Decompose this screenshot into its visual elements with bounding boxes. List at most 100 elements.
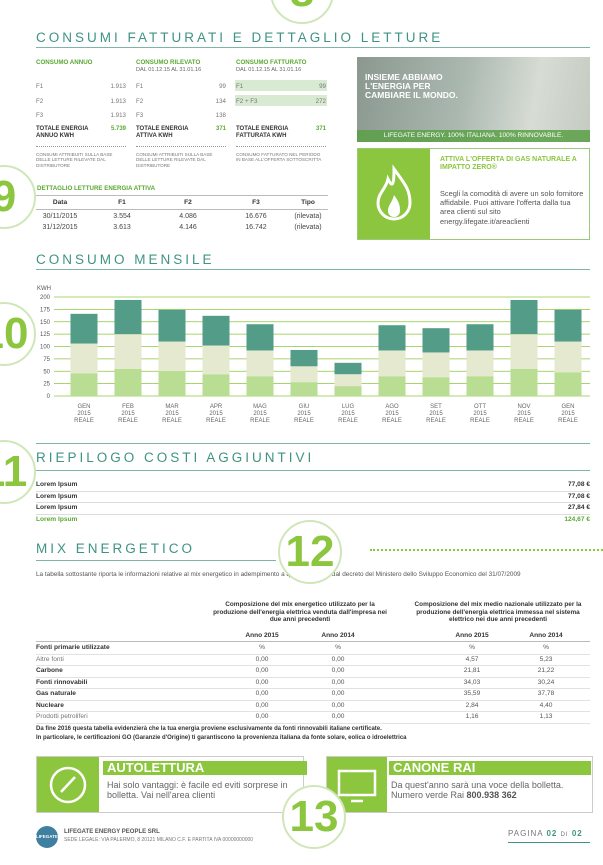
column-subtitle: DAL 01.12.15 AL 31.01.16	[236, 67, 302, 73]
mix-cell: 0,00	[331, 713, 345, 720]
x-tick-line: 2015	[385, 411, 399, 417]
tv-icon	[337, 769, 377, 803]
row-value: 99	[219, 83, 226, 90]
readings-cell: 30/11/2015	[42, 213, 78, 220]
bar-segment	[202, 374, 230, 396]
rule	[36, 513, 590, 515]
y-tick-label: 150	[40, 320, 51, 326]
rule	[36, 443, 590, 444]
row-label: F2	[36, 97, 44, 105]
bar-segment	[290, 349, 318, 367]
mix-cell: 0,00	[255, 667, 269, 674]
readings-cell: 16.742	[245, 224, 267, 231]
bar-segment	[378, 350, 406, 377]
x-tick-line: REALE	[206, 418, 226, 424]
rule	[36, 722, 590, 724]
y-tick-label: 75	[43, 357, 50, 363]
x-tick-line: OTT	[474, 404, 486, 410]
rule	[36, 269, 590, 270]
mix-cell: %	[543, 644, 549, 651]
annotation: 8	[270, 0, 334, 24]
bar-segment	[466, 376, 494, 396]
x-tick-line: 2015	[121, 411, 135, 417]
row-label: F1	[236, 83, 244, 90]
readings-title: DETTAGLIO LETTURE ENERGIA ATTIVA	[37, 185, 156, 192]
mix-label: Fonti rinnovabili	[36, 678, 88, 686]
y-tick-label: 25	[43, 382, 50, 388]
bar-segment	[510, 334, 538, 369]
mix-label: Gas naturale	[36, 690, 76, 697]
mix-intro: La tabella sottostante riporta le inform…	[36, 571, 521, 578]
x-tick-line: 2015	[473, 411, 487, 417]
annotation: 13	[282, 785, 346, 849]
rule	[36, 688, 590, 689]
section-title: RIEPILOGO COSTI AGGIUNTIVI	[36, 450, 315, 465]
year-header: Anno 2014	[529, 632, 563, 639]
page-number: PAGINA 02 DI 02	[508, 829, 583, 838]
x-tick-line: 2015	[517, 411, 531, 417]
y-tick-label: 175	[40, 307, 51, 313]
y-tick-label: 200	[40, 295, 51, 301]
row-label: F2 + F3	[236, 97, 258, 105]
column-title: CONSUMO FATTURATO	[236, 59, 307, 66]
rule	[36, 653, 590, 655]
x-tick-line: REALE	[426, 418, 446, 424]
x-tick-line: 2015	[341, 411, 355, 417]
banner-image: INSIEME ABBIAMO L'ENERGIA PER CAMBIARE I…	[357, 57, 590, 142]
total-label: TOTALE ENERGIA ANNUO KWH	[36, 126, 89, 139]
bar-segment	[202, 315, 230, 346]
column-rule	[236, 146, 326, 147]
mix-cell: 1,13	[539, 713, 553, 720]
banner-tagline: LIFEGATE ENERGY. 100% ITALIANA. 100% RIN…	[357, 130, 590, 142]
row-label: F3	[136, 112, 144, 119]
x-tick-line: 2015	[165, 411, 179, 417]
row-value: 1.913	[110, 83, 126, 90]
x-tick-line: REALE	[558, 418, 578, 424]
rule	[36, 665, 590, 666]
cost-label: Lorem Ipsum	[36, 492, 78, 500]
y-tick-label: 100	[40, 345, 51, 351]
autolettura-title: AUTOLETTURA	[103, 761, 307, 775]
section-title: CONSUMI FATTURATI E DETTAGLIO LETTURE	[36, 30, 444, 45]
mix-cell: 4,57	[465, 655, 479, 663]
x-tick-label: NOV 2015 REALE	[514, 404, 534, 424]
mix-cell: 0,00	[331, 667, 345, 674]
bar-segment	[158, 341, 186, 372]
column-note: CONSUMO FATTURATO NEL PERIODO IN BASE AL…	[236, 152, 322, 163]
canone-text-body: Da quest'anno sarà una voce della bollet…	[391, 780, 564, 800]
logo: LIFEGATE	[36, 826, 58, 848]
x-tick-line: REALE	[250, 418, 270, 424]
of: DI	[560, 832, 569, 838]
rule	[36, 209, 328, 210]
total-value: 371	[315, 126, 326, 132]
x-tick-line: GIU	[299, 404, 310, 410]
page-label: PAGINA	[508, 829, 544, 838]
mix-cell: %	[335, 644, 341, 651]
autolettura-box: AUTOLETTURA Hai solo vantaggi: è facile …	[36, 756, 307, 813]
annotation: 12	[278, 520, 342, 584]
bar-segment	[554, 341, 582, 373]
x-tick-line: REALE	[118, 418, 138, 424]
row-label: F1	[36, 83, 44, 90]
x-tick-line: APR	[210, 404, 223, 410]
autolettura-text: Hai solo vantaggi: è facile ed eviti sor…	[107, 780, 288, 800]
row-highlight	[235, 80, 327, 91]
x-tick-line: 2015	[297, 411, 311, 417]
mix-cell: 0,00	[255, 713, 269, 720]
gas-offer-text: Scegli la comodità di avere un solo forn…	[440, 189, 584, 226]
row-label: F1	[136, 83, 144, 90]
canone-phone: 800.938 362	[466, 790, 517, 800]
cost-label: Lorem Ipsum	[36, 481, 78, 488]
x-tick-line: GEN	[77, 404, 90, 410]
bar-segment	[158, 371, 186, 396]
bar-segment	[290, 366, 318, 383]
group-header: Composizione del mix medio nazionale uti…	[414, 601, 582, 624]
cost-value: 27,84 €	[568, 504, 590, 511]
cost-label: Lorem Ipsum	[36, 504, 78, 511]
x-tick-label: GIU 2015 REALE	[294, 404, 314, 424]
x-tick-label: LUG 2015 REALE	[338, 404, 358, 424]
x-tick-label: AGO 2015 REALE	[382, 404, 402, 424]
bar-segment	[378, 325, 406, 351]
x-tick-label: SET 2015 REALE	[426, 404, 446, 424]
